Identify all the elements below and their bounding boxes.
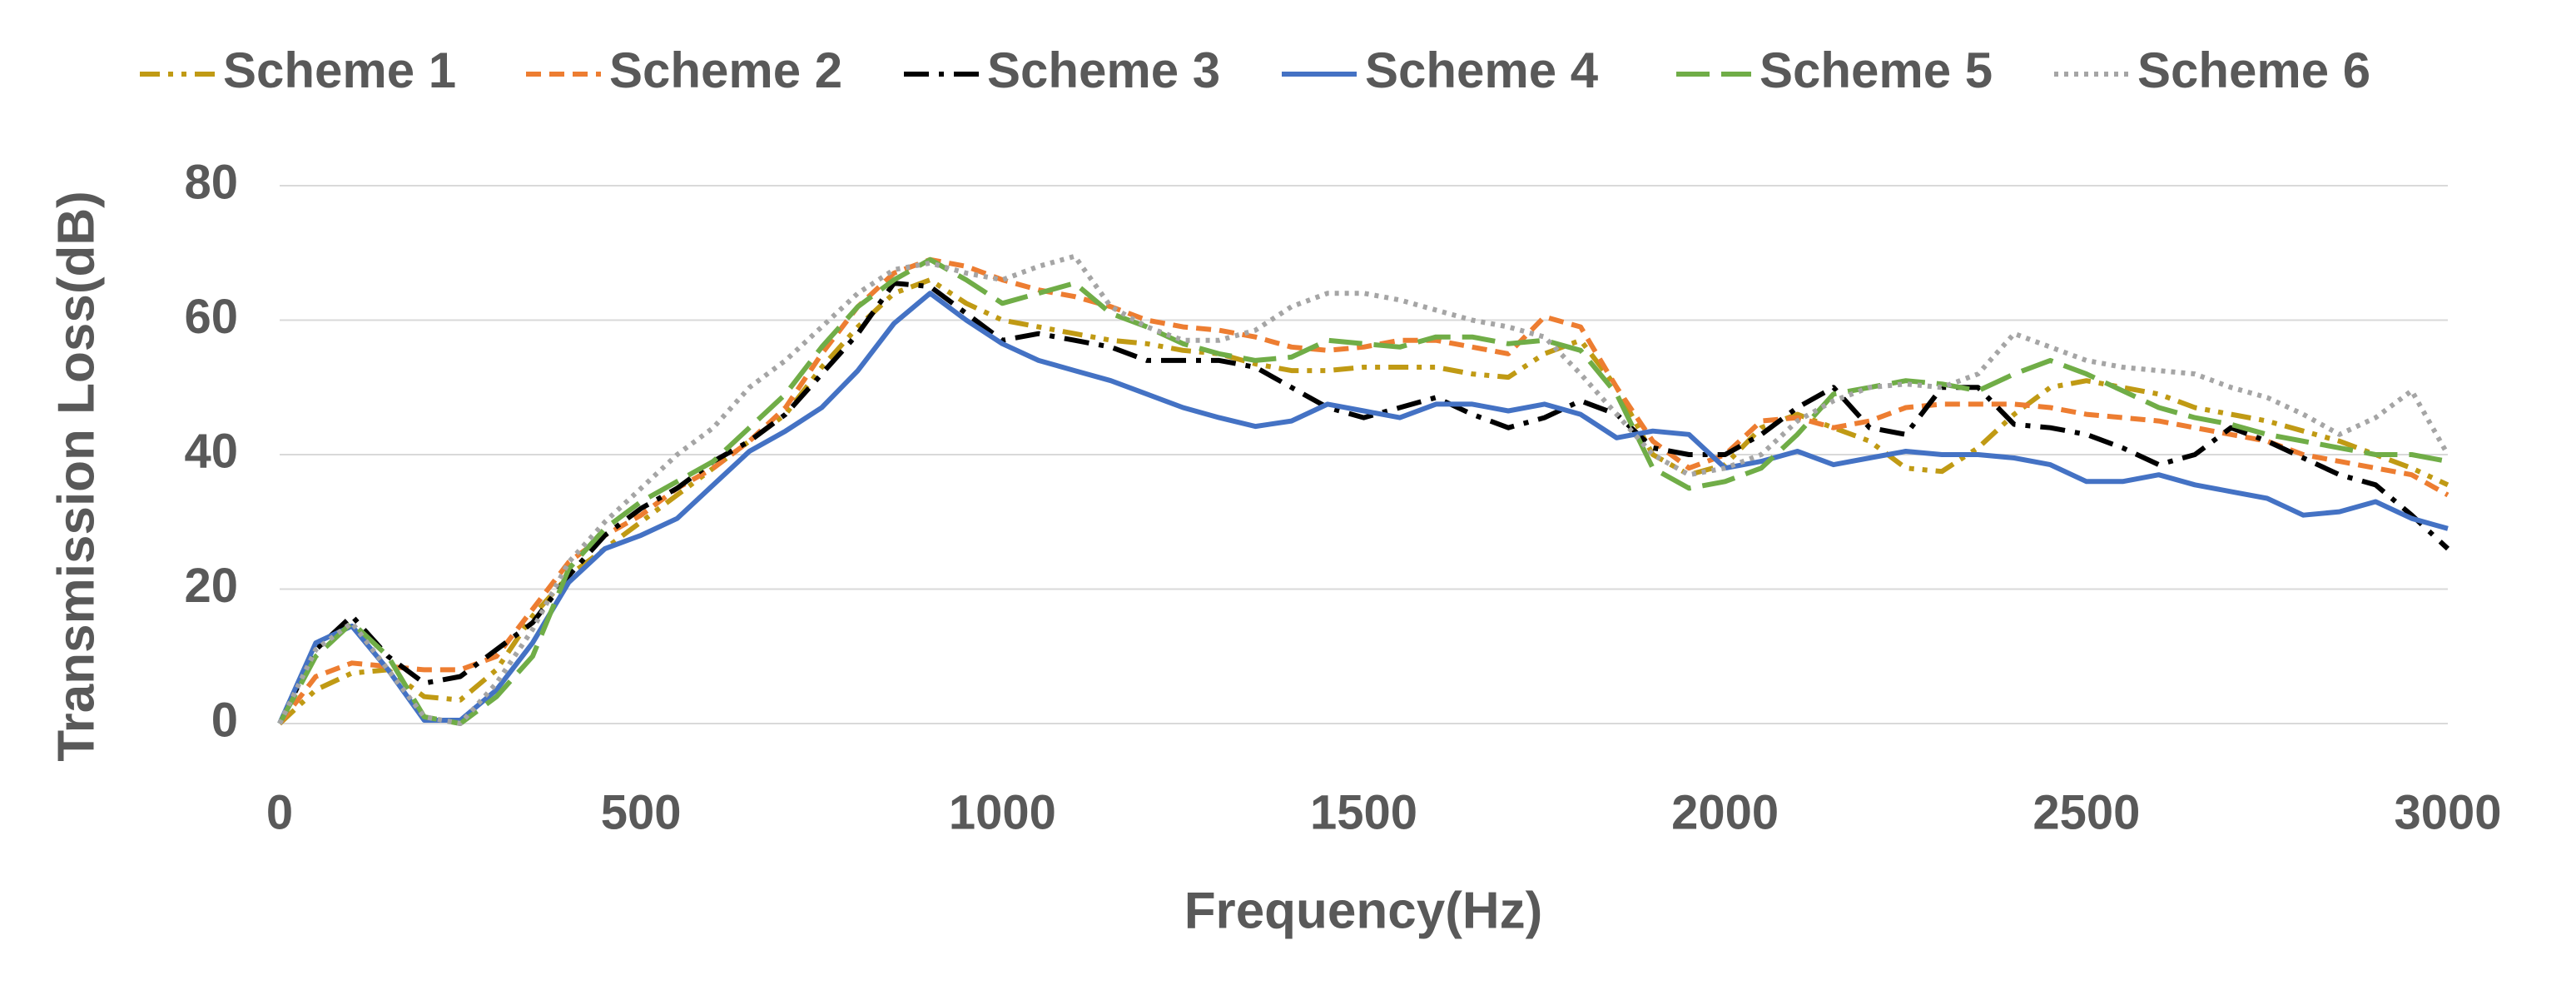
legend-label: Scheme 3 — [987, 42, 1220, 98]
series-line — [277, 256, 2449, 725]
legend-label: Scheme 6 — [2137, 42, 2370, 98]
x-tick-label: 3000 — [2394, 785, 2501, 839]
series-line — [277, 291, 2449, 725]
series-line — [277, 253, 2450, 726]
x-tick-label: 0 — [266, 785, 293, 839]
legend-label: Scheme 4 — [1365, 42, 1599, 98]
series-line — [277, 256, 2449, 726]
legend-label: Scheme 5 — [1760, 42, 1993, 98]
x-tick-label: 500 — [601, 785, 682, 839]
y-tick-label: 0 — [211, 693, 238, 747]
legend-label: Scheme 2 — [609, 42, 842, 98]
y-axis-title: Transmission Loss(dB) — [47, 191, 105, 762]
y-tick-label: 40 — [184, 424, 238, 478]
y-tick-label: 60 — [184, 290, 238, 344]
legend-label: Scheme 1 — [223, 42, 456, 98]
x-tick-label: 1000 — [949, 785, 1056, 839]
y-tick-label: 20 — [184, 559, 238, 613]
series-line — [277, 277, 2449, 726]
x-tick-label: 1500 — [1310, 785, 1417, 839]
x-tick-label: 2500 — [2033, 785, 2140, 839]
series-line — [277, 281, 2450, 725]
x-axis-title: Frequency(Hz) — [1184, 882, 1543, 939]
x-tick-label: 2000 — [1671, 785, 1779, 839]
y-tick-label: 80 — [184, 155, 238, 209]
